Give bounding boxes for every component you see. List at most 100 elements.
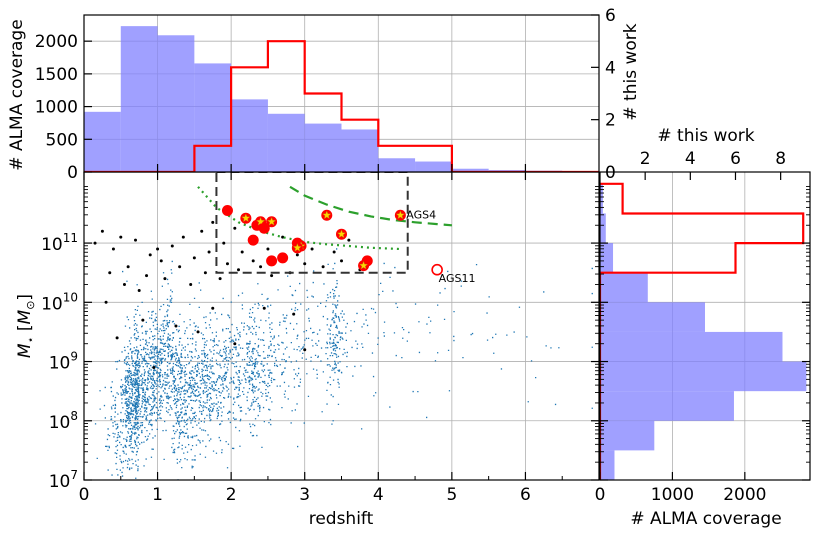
this-work-star-marker xyxy=(241,213,251,223)
black-point xyxy=(115,336,119,340)
y-tick-label: 108 xyxy=(49,409,78,433)
left-tick-label: 1000 xyxy=(35,98,78,118)
x-tick-label: 6 xyxy=(520,485,531,505)
black-point xyxy=(108,271,112,275)
x-axis-label: redshift xyxy=(309,509,374,529)
alma-coverage-bar xyxy=(600,272,648,303)
open-circle-point xyxy=(431,263,443,276)
black-point xyxy=(259,265,263,269)
black-point xyxy=(225,262,229,266)
black-point xyxy=(303,348,307,352)
alma-coverage-bar xyxy=(600,391,734,421)
this-work-step-histogram xyxy=(84,40,599,172)
alma-coverage-bar xyxy=(120,26,158,172)
right-tick-label: 4 xyxy=(605,58,616,78)
left-tick-label: 0 xyxy=(67,163,78,183)
black-point xyxy=(200,229,204,233)
black-point xyxy=(122,283,126,287)
top-histogram-frame xyxy=(83,14,600,173)
dashed-curve xyxy=(289,185,452,227)
x-tick-label: 3 xyxy=(299,485,310,505)
black-point xyxy=(237,268,240,272)
black-point xyxy=(207,250,211,254)
scatter-panel: AGS4 AGS11 0 1 2 3 4 5 6 107 108 109 1010 1011 xyxy=(41,171,600,505)
black-point xyxy=(189,283,193,287)
alma-coverage-bar xyxy=(600,243,614,273)
black-point xyxy=(170,244,174,248)
black-point xyxy=(203,271,207,275)
alma-coverage-bar xyxy=(600,450,615,480)
black-point xyxy=(163,277,167,281)
alma-coverage-bar xyxy=(378,158,416,172)
this-work-point xyxy=(247,234,259,246)
selection-box xyxy=(215,172,409,274)
this-work-point xyxy=(277,252,289,264)
this-work-star-marker xyxy=(322,210,332,220)
alma-coverage-bar xyxy=(84,111,121,172)
alma-coverage-bar xyxy=(600,183,603,214)
top-tick-label: 4 xyxy=(685,149,696,169)
top-histogram-data xyxy=(84,26,599,172)
this-work-point xyxy=(266,255,278,267)
black-point xyxy=(233,226,237,230)
black-point xyxy=(340,259,343,263)
black-point xyxy=(303,262,307,266)
y-tick-label: 1010 xyxy=(41,290,78,314)
black-point xyxy=(211,220,215,224)
alma-coverage-bar xyxy=(600,420,655,451)
alma-coverage-bar xyxy=(451,168,489,172)
top-right-axis-label: # this work xyxy=(621,23,641,120)
bottom-tick-label: 1000 xyxy=(651,485,694,505)
this-work-point xyxy=(221,205,233,216)
black-point xyxy=(233,342,237,346)
black-point xyxy=(159,259,163,263)
alma-coverage-bar xyxy=(231,99,268,172)
black-point xyxy=(145,274,149,278)
this-work-point xyxy=(258,222,270,234)
black-point xyxy=(310,247,314,251)
right-histogram-panel: 0 1000 2000 2 4 6 8 xyxy=(595,149,811,505)
top-histogram-axes: 0 500 1000 1500 2000 0 2 4 6 xyxy=(35,6,616,183)
scatter-axes: 0 1 2 3 4 5 6 107 108 109 1010 1011 xyxy=(41,171,600,505)
alma-coverage-bar xyxy=(341,129,379,172)
top-left-axis-label: # ALMA coverage xyxy=(7,19,27,170)
black-point xyxy=(270,274,274,278)
scatter-grid xyxy=(83,172,599,481)
left-tick-label: 2000 xyxy=(35,32,78,52)
this-work-star-marker xyxy=(256,216,266,226)
black-point xyxy=(181,235,185,239)
black-point xyxy=(196,330,200,334)
right-top-axis-label: # this work xyxy=(657,126,754,146)
black-point xyxy=(251,259,255,263)
black-point xyxy=(321,265,325,269)
right-tick-label: 2 xyxy=(605,111,616,131)
black-point xyxy=(292,312,296,316)
x-tick-label: 1 xyxy=(152,485,163,505)
alma-coverage-bar xyxy=(600,361,807,392)
black-point xyxy=(281,235,285,239)
top-tick-label: 8 xyxy=(775,149,786,169)
black-point xyxy=(126,265,130,269)
source-annotation: AGS4 xyxy=(406,209,436,222)
alma-coverage-bar xyxy=(600,213,606,244)
y-tick-label: 1011 xyxy=(41,231,78,255)
y-axis-label: M⋆ [M⊙] xyxy=(15,294,37,358)
alma-coverage-bar xyxy=(157,35,195,172)
black-point xyxy=(104,300,108,304)
scatter-frame xyxy=(83,171,600,481)
black-point xyxy=(141,318,145,322)
right-bottom-axis-label: # ALMA coverage xyxy=(630,509,781,529)
source-annotation: AGS11 xyxy=(439,272,476,285)
this-work-star-marker xyxy=(336,229,347,239)
black-point xyxy=(93,241,97,245)
left-tick-label: 1500 xyxy=(35,65,78,85)
alma-coverage-bar xyxy=(304,123,342,172)
black-point xyxy=(218,277,222,281)
alma-coverage-bar xyxy=(600,302,705,332)
top-tick-label: 2 xyxy=(640,149,651,169)
black-point xyxy=(266,247,270,251)
black-point xyxy=(295,253,299,257)
alma-coverage-bar xyxy=(415,161,452,172)
top-histogram-panel: 0 500 1000 1500 2000 0 2 4 6 xyxy=(35,6,616,183)
